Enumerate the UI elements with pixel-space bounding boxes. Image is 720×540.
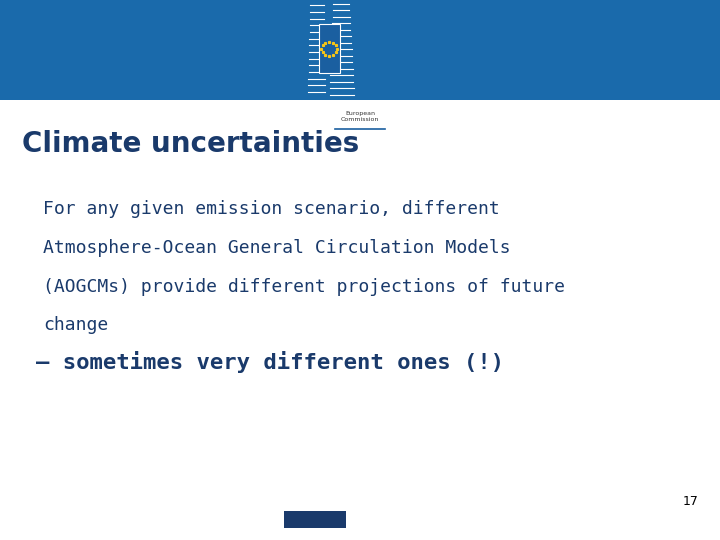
Text: (AOGCMs) provide different projections of future: (AOGCMs) provide different projections o… bbox=[43, 278, 565, 295]
Bar bbox=[0, 0, 720, 100]
Bar bbox=[284, 511, 346, 528]
Text: Climate uncertainties: Climate uncertainties bbox=[22, 130, 359, 158]
Text: For any given emission scenario, different: For any given emission scenario, differe… bbox=[43, 200, 500, 218]
Text: European
Commission: European Commission bbox=[341, 111, 379, 122]
Text: 17: 17 bbox=[683, 495, 698, 508]
Bar bbox=[319, 24, 340, 73]
Text: – sometimes very different ones (!): – sometimes very different ones (!) bbox=[36, 351, 504, 373]
Text: Atmosphere-Ocean General Circulation Models: Atmosphere-Ocean General Circulation Mod… bbox=[43, 239, 510, 256]
Text: change: change bbox=[43, 316, 109, 334]
